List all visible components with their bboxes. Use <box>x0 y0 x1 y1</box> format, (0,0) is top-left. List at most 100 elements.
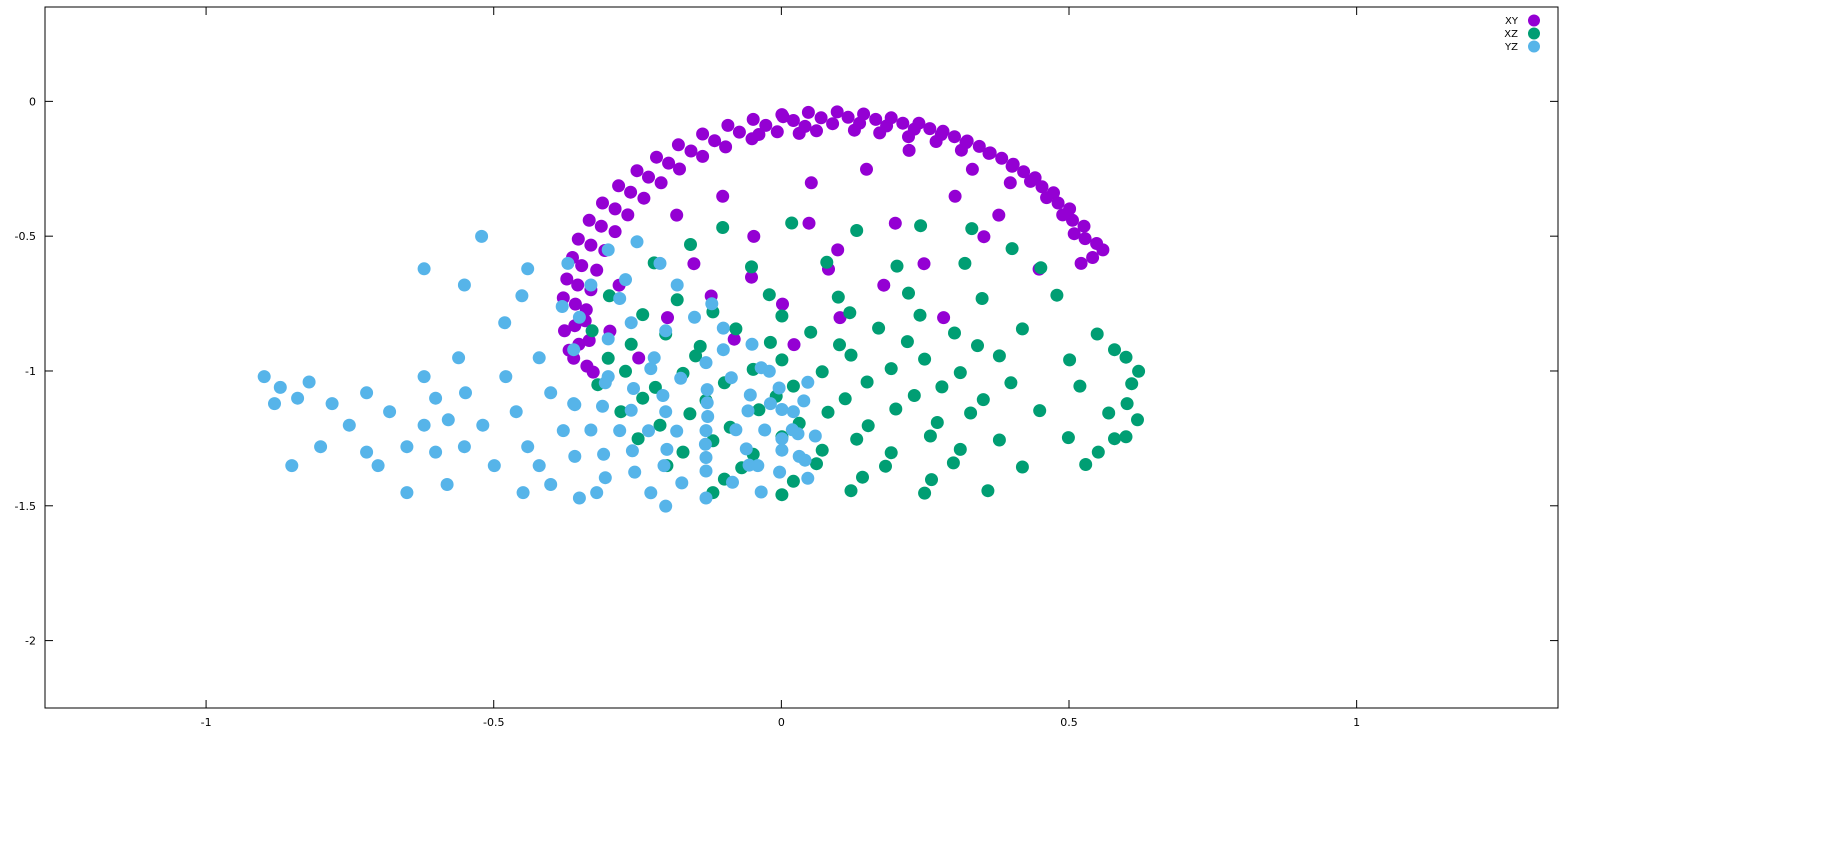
data-point <box>923 429 937 443</box>
data-point <box>801 471 815 485</box>
legend-label: XZ <box>1504 29 1518 40</box>
data-point <box>1056 208 1070 222</box>
data-point <box>656 389 670 402</box>
data-point <box>567 343 581 357</box>
data-point <box>953 442 967 456</box>
data-point <box>857 107 871 121</box>
data-point <box>810 457 823 471</box>
data-point <box>798 453 812 467</box>
data-point <box>459 386 472 400</box>
y-tick-label: 0 <box>29 95 36 108</box>
data-point <box>758 423 772 437</box>
data-point <box>457 440 471 454</box>
data-point <box>1090 327 1104 341</box>
data-point <box>521 440 535 454</box>
data-point <box>775 488 789 502</box>
data-point <box>659 324 673 338</box>
data-point <box>1066 213 1079 227</box>
legend-marker-icon <box>1528 14 1540 27</box>
data-point <box>1017 165 1031 179</box>
data-point <box>429 391 443 405</box>
legend: XY XZ YZ <box>1504 14 1540 53</box>
x-tick-label: 0.5 <box>1060 716 1078 729</box>
data-point <box>802 216 816 230</box>
data-point <box>575 259 589 273</box>
x-tick-label: 0 <box>778 716 785 729</box>
data-point <box>971 339 984 353</box>
data-point <box>1033 404 1047 418</box>
data-point <box>801 105 815 119</box>
data-point <box>705 297 719 311</box>
data-point <box>982 146 996 160</box>
data-point <box>657 459 671 473</box>
data-point <box>257 370 271 384</box>
data-point <box>1119 430 1133 444</box>
data-point <box>815 443 829 457</box>
data-point <box>544 478 558 491</box>
data-point <box>612 179 626 193</box>
data-point <box>902 130 915 144</box>
data-point <box>440 478 454 491</box>
data-point <box>1005 159 1019 173</box>
data-point <box>586 365 600 379</box>
data-point <box>670 278 684 292</box>
data-point <box>884 446 898 460</box>
data-point <box>884 111 898 125</box>
data-point <box>1050 288 1064 302</box>
data-point <box>751 459 765 473</box>
data-point <box>889 402 903 416</box>
data-point <box>659 499 673 513</box>
data-point <box>775 443 789 457</box>
data-point <box>572 491 586 505</box>
data-point <box>770 125 784 139</box>
data-point <box>596 399 609 413</box>
data-point <box>888 216 902 230</box>
data-point <box>810 124 823 138</box>
data-point <box>729 322 743 336</box>
data-point <box>914 219 928 233</box>
data-point <box>598 471 612 485</box>
data-point <box>636 308 650 322</box>
data-point <box>1108 432 1121 446</box>
data-point <box>683 407 697 421</box>
data-point <box>614 405 628 419</box>
data-point <box>953 366 967 380</box>
data-point <box>1004 376 1018 390</box>
data-point <box>948 130 961 144</box>
data-point <box>850 224 864 237</box>
data-point <box>1034 261 1048 275</box>
data-point <box>930 416 944 429</box>
data-point <box>452 351 466 365</box>
data-point <box>1131 413 1144 427</box>
data-point <box>582 213 596 227</box>
data-point <box>847 123 861 137</box>
data-point <box>594 219 608 233</box>
data-point <box>699 356 713 370</box>
data-point <box>877 278 891 292</box>
data-point <box>516 486 530 500</box>
data-point <box>515 289 529 303</box>
data-point <box>487 459 501 473</box>
data-point <box>700 383 714 397</box>
data-point <box>654 176 668 190</box>
x-tick-label: 1 <box>1353 716 1360 729</box>
data-point <box>850 432 864 446</box>
data-point <box>619 273 632 287</box>
data-point <box>1051 196 1065 210</box>
data-point <box>869 112 883 126</box>
data-point <box>285 459 299 473</box>
data-point <box>601 243 615 257</box>
data-point <box>719 140 733 154</box>
data-point <box>925 473 938 487</box>
data-point <box>630 164 644 178</box>
data-point <box>716 221 730 234</box>
data-point <box>584 423 598 437</box>
data-point <box>650 150 663 164</box>
data-point <box>791 427 805 441</box>
data-point <box>608 225 622 239</box>
data-point <box>948 189 962 203</box>
data-point <box>561 256 575 270</box>
data-point <box>747 229 761 243</box>
data-point <box>671 138 685 152</box>
